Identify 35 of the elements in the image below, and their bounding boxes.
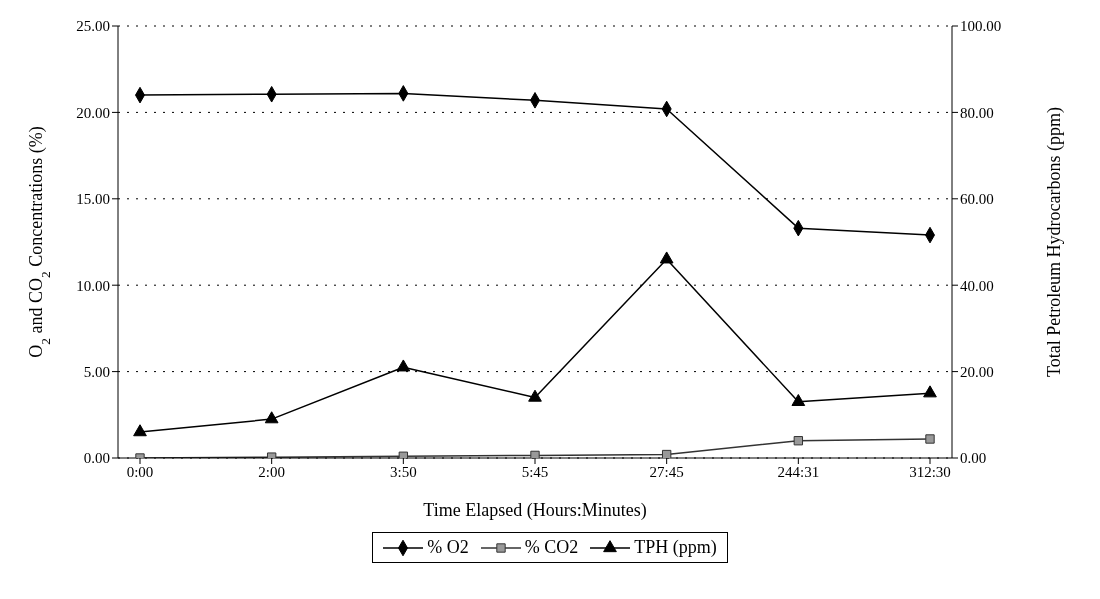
x-tick-label: 5:45: [521, 463, 549, 480]
y-tick-label: 10.00: [76, 277, 110, 294]
point: [528, 389, 542, 402]
point: [264, 411, 279, 424]
y2-tick-label: 0.00: [960, 450, 987, 467]
legend-label: % CO2: [524, 537, 579, 558]
x-tick-label: 3:50: [390, 463, 417, 480]
x-tick-label: 27:45: [649, 463, 684, 480]
point: [396, 359, 411, 372]
y2-tick-label: 20.00: [960, 363, 994, 380]
y2-tick-label: 100.00: [960, 18, 1002, 35]
point: [661, 449, 672, 458]
y-tick-label: 15.00: [76, 191, 110, 208]
point: [791, 394, 806, 407]
point: [925, 434, 935, 444]
x-tick-label: 244:31: [777, 463, 820, 480]
point: [923, 385, 937, 398]
y-tick-label: 0.00: [83, 450, 110, 467]
point: [133, 424, 147, 437]
legend-label: TPH (ppm): [634, 537, 717, 558]
y-tick-label: 5.00: [83, 363, 110, 380]
x-axis-title: Time Elapsed (Hours:Minutes): [423, 500, 647, 521]
y2-tick-label: 40.00: [960, 277, 994, 294]
x-tick-label: 0:00: [126, 463, 154, 480]
y2-tick-label: 80.00: [960, 104, 994, 121]
point: [659, 251, 674, 264]
point: [793, 436, 804, 446]
y2-tick-label: 60.00: [960, 191, 994, 208]
x-tick-label: 2:00: [258, 463, 285, 480]
legend-label: % O2: [427, 537, 469, 558]
y-tick-label: 25.00: [76, 18, 110, 35]
point: [530, 450, 540, 458]
y-tick-label: 20.00: [76, 104, 110, 121]
y2-axis-title: Total Petroleum Hydrocarbons (ppm): [1044, 106, 1065, 378]
x-tick-label: 312:30: [909, 463, 951, 480]
